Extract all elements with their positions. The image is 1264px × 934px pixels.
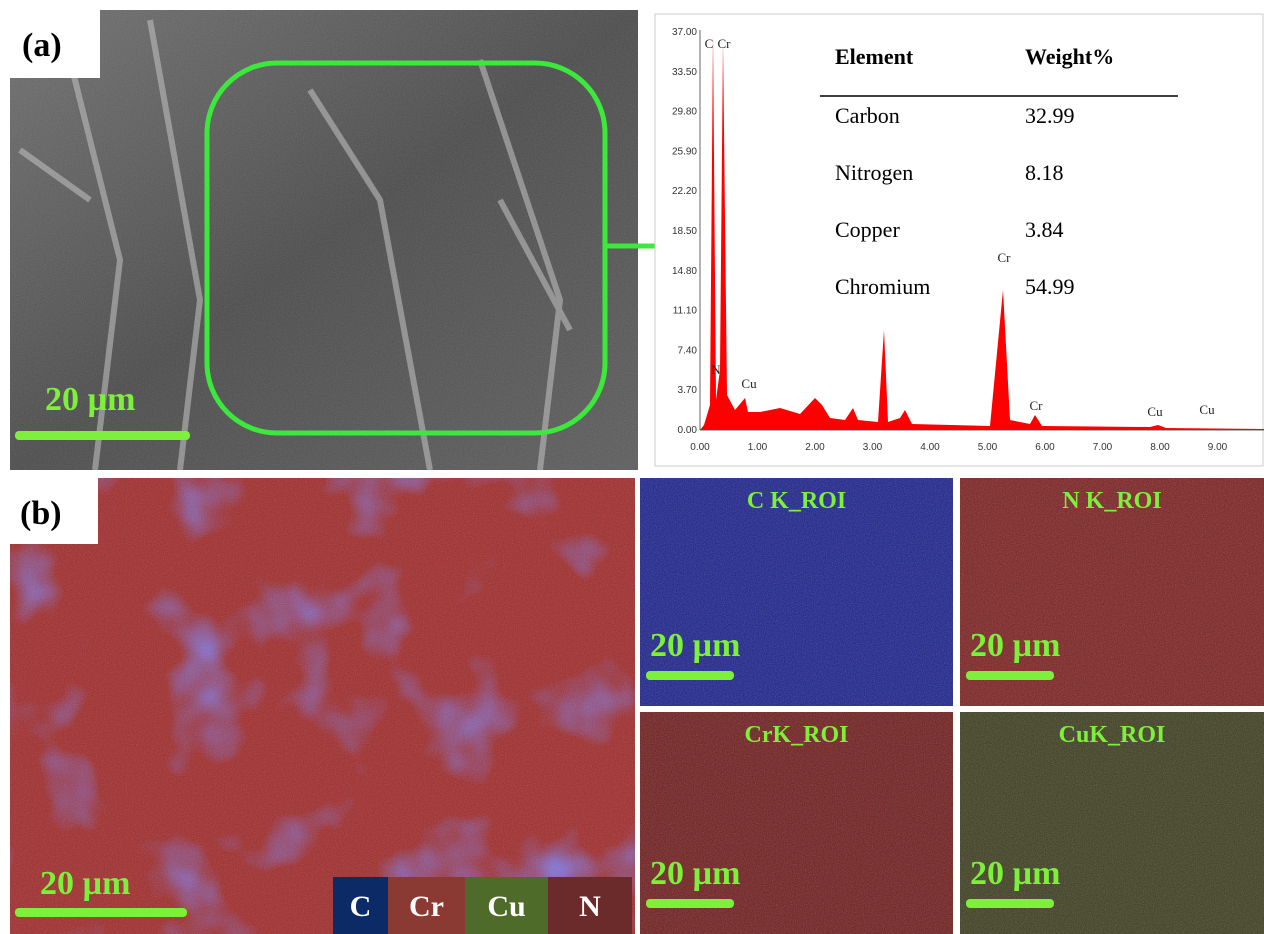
x-tick-label: 0.00 xyxy=(690,442,710,453)
eds-overlay: (b) 20 µm xyxy=(10,478,635,934)
x-tick-label: 7.00 xyxy=(1093,442,1113,453)
peak-label: Cr xyxy=(1030,398,1044,413)
y-tick-label: 22.20 xyxy=(672,186,697,197)
y-tick-label: 29.80 xyxy=(672,107,697,118)
y-tick-label: 14.80 xyxy=(672,266,697,277)
scale-bar-label: 20 µm xyxy=(40,865,130,902)
table-cell: 32.99 xyxy=(1025,103,1075,128)
figure: (a) 20 µm (b) 20 µm C Cr Cu N C K_ROI 20 µm N… xyxy=(0,0,1264,934)
peak-label: N xyxy=(711,362,721,377)
table-cell: 54.99 xyxy=(1025,274,1075,299)
legend: C Cr Cu N xyxy=(333,877,632,934)
x-tick-label: 6.00 xyxy=(1035,442,1055,453)
legend-label: C xyxy=(350,890,372,923)
table-cell: Copper xyxy=(835,217,900,242)
scale-bar-label: 20 µm xyxy=(650,627,740,664)
scale-bar-label: 20 µm xyxy=(970,627,1060,664)
peak-label: Cu xyxy=(741,376,757,391)
table-cell: 3.84 xyxy=(1025,217,1064,242)
y-tick-label: 33.50 xyxy=(672,67,697,78)
scale-bar-label: 20 µm xyxy=(650,855,740,892)
table-header: Element xyxy=(835,44,914,69)
x-tick-label: 9.00 xyxy=(1208,442,1228,453)
x-tick-label: 5.00 xyxy=(978,442,998,453)
x-tick-label: 4.00 xyxy=(920,442,940,453)
peak-label: Cr xyxy=(998,250,1012,265)
x-tick-label: 8.00 xyxy=(1150,442,1170,453)
scale-bar xyxy=(966,899,1054,908)
scale-bar-label: 20 µm xyxy=(970,855,1060,892)
y-tick-label: 0.00 xyxy=(678,425,698,436)
element-maps: C K_ROI 20 µm N K_ROI 20 µm CrK_ROI 20 µm CuK_… xyxy=(640,478,1264,934)
peak-label: Cr xyxy=(718,36,732,51)
eds-spectrum xyxy=(655,14,1264,466)
table-cell: 8.18 xyxy=(1025,160,1064,185)
legend-label: Cu xyxy=(487,890,525,923)
x-tick-label: 2.00 xyxy=(805,442,825,453)
map-title: N K_ROI xyxy=(1062,488,1161,514)
panel-label: (b) xyxy=(20,495,62,532)
legend-label: Cr xyxy=(409,890,444,923)
y-tick-label: 7.40 xyxy=(678,345,698,356)
panel-label: (a) xyxy=(22,27,62,64)
y-tick-label: 11.10 xyxy=(673,306,698,317)
map-title: CrK_ROI xyxy=(745,722,849,748)
scale-bar xyxy=(966,671,1054,680)
peak-label: C xyxy=(705,36,714,51)
sem-image: (a) 20 µm xyxy=(10,10,682,470)
x-tick-label: 1.00 xyxy=(748,442,768,453)
table-cell: Carbon xyxy=(835,103,900,128)
map-title: C K_ROI xyxy=(747,488,846,514)
y-tick-label: 37.00 xyxy=(672,27,697,38)
legend-label: N xyxy=(579,890,601,923)
y-tick-label: 3.70 xyxy=(678,385,698,396)
table-cell: Chromium xyxy=(835,274,930,299)
scale-bar-label: 20 µm xyxy=(45,381,135,418)
peak-label: Cu xyxy=(1199,402,1215,417)
peak-label: Cu xyxy=(1147,404,1163,419)
y-tick-label: 18.50 xyxy=(672,226,697,237)
scale-bar xyxy=(646,899,734,908)
table-header: Weight% xyxy=(1025,44,1114,69)
map-title: CuK_ROI xyxy=(1059,722,1166,748)
y-tick-label: 25.90 xyxy=(672,146,697,157)
x-tick-label: 3.00 xyxy=(863,442,883,453)
scale-bar xyxy=(646,671,734,680)
table-cell: Nitrogen xyxy=(835,160,913,185)
